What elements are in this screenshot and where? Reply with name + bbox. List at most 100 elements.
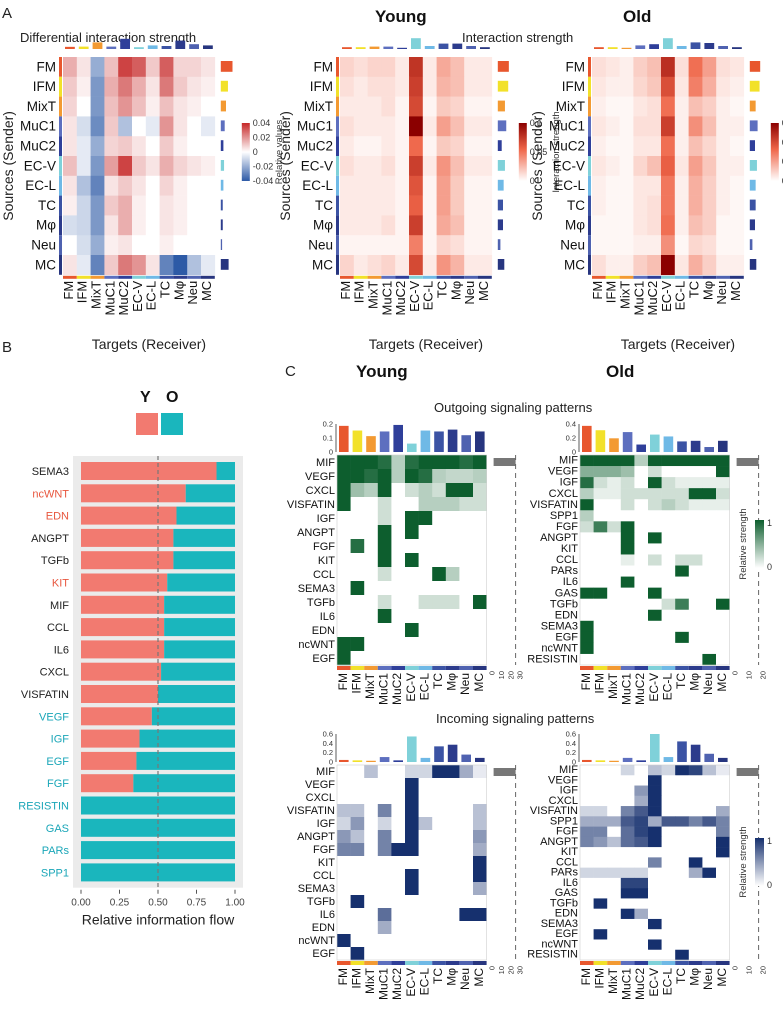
- heatmap-cell: [580, 609, 594, 622]
- heatmap-cell: [418, 623, 433, 638]
- heatmap-cell: [337, 856, 351, 870]
- heatmap-cell: [445, 817, 460, 831]
- heatmap-cell: [661, 939, 676, 951]
- heatmap-cell: [364, 567, 379, 582]
- heatmap-cell: [702, 235, 717, 256]
- top-axis-tick: 0.4: [566, 739, 576, 748]
- col-color-MuC1: [381, 275, 396, 279]
- heatmap-cell: [418, 804, 433, 818]
- heatmap-cell: [353, 156, 368, 177]
- heatmap-cell: [145, 195, 160, 216]
- heatmap-cell: [648, 857, 662, 868]
- col-color-MuC2: [634, 666, 648, 670]
- heatmap-cell: [634, 785, 649, 797]
- top-bar-IFM: [595, 430, 606, 452]
- heatmap-cell: [702, 620, 717, 633]
- heatmap-cell: [459, 778, 474, 792]
- row-label-CXCL: CXCL: [549, 488, 578, 500]
- heatmap-cell: [661, 255, 676, 276]
- heatmap-cell: [132, 76, 147, 97]
- heatmap-cell: [432, 553, 447, 568]
- category-label-FGF: FGF: [47, 778, 69, 790]
- heatmap-cell: [132, 96, 147, 117]
- heatmap-cell: [459, 908, 474, 922]
- heatmap-cell: [436, 255, 451, 276]
- heatmap-cell: [145, 57, 160, 78]
- heatmap-cell: [187, 57, 202, 78]
- heatmap-cell: [201, 96, 216, 117]
- col-color-IFM: [593, 961, 608, 965]
- heatmap-cell: [702, 116, 717, 137]
- heatmap-cell: [337, 908, 351, 922]
- heatmap-cell: [90, 175, 105, 196]
- heatmap-cell: [661, 836, 676, 848]
- heatmap-cell: [159, 136, 174, 157]
- heatmap-cell: [620, 455, 635, 467]
- heatmap-cell: [464, 136, 479, 157]
- bar-young-FGF: [81, 774, 134, 793]
- heatmap-cell: [593, 609, 608, 622]
- heatmap-cell: [337, 817, 351, 831]
- heatmap-cell: [118, 255, 133, 276]
- heatmap-cell: [620, 488, 635, 500]
- col-label-MuC2: MuC2: [633, 673, 647, 705]
- top-bar-MuC2: [636, 444, 646, 452]
- top-bar-IFM: [607, 47, 618, 49]
- col-label-Neu: Neu: [714, 281, 729, 305]
- heatmap-cell: [605, 195, 620, 216]
- heatmap-cell: [674, 156, 689, 177]
- a-old-label: Old: [623, 7, 651, 26]
- heatmap-cell: [381, 57, 396, 78]
- bar-young-VEGF: [81, 707, 152, 726]
- side-bar-FM: [220, 61, 233, 72]
- heatmap-cell: [702, 554, 717, 566]
- side-tick: 30: [516, 966, 525, 974]
- side-bar-Mφ: [749, 219, 755, 231]
- heatmap-cell: [607, 775, 622, 786]
- legend-colorbar: [770, 123, 779, 181]
- heatmap-cell: [473, 778, 487, 792]
- heatmap-cell: [445, 553, 460, 568]
- heatmap-cell: [63, 235, 78, 256]
- heatmap-cell: [702, 847, 717, 858]
- heatmap-cell: [592, 116, 607, 137]
- bar-young-ANGPT: [81, 528, 174, 547]
- col-label-IFM: IFM: [604, 281, 619, 303]
- col-color-IFM: [76, 275, 91, 279]
- heatmap-cell: [405, 869, 419, 883]
- heatmap-cell: [340, 116, 355, 137]
- heatmap-cell: [593, 826, 608, 838]
- col-color-MuC1: [620, 666, 635, 670]
- bar-young-VISFATIN: [81, 685, 158, 703]
- heatmap-cell: [634, 888, 649, 899]
- bar-young-IL6: [81, 640, 165, 659]
- heatmap-cell: [648, 510, 662, 522]
- heatmap-cell: [593, 785, 608, 797]
- heatmap-cell: [593, 477, 608, 489]
- heatmap-cell: [580, 620, 594, 633]
- heatmap-cell: [118, 175, 133, 196]
- heatmap-cell: [409, 136, 424, 157]
- heatmap-cell: [634, 847, 649, 858]
- heatmap-cell: [201, 175, 216, 196]
- col-label-EC-V: EC-V: [659, 280, 674, 311]
- heatmap-cell: [607, 510, 622, 522]
- heatmap-cell: [688, 156, 703, 177]
- heatmap-cell: [688, 857, 703, 868]
- heatmap-cell: [619, 96, 634, 117]
- col-color-MixT: [364, 666, 378, 670]
- heatmap-cell: [702, 136, 717, 157]
- heatmap-cell: [716, 857, 730, 868]
- heatmap-cell: [702, 455, 717, 467]
- heatmap-cell: [350, 595, 365, 610]
- legend-colorbar: [755, 838, 764, 886]
- heatmap-cell: [459, 765, 474, 779]
- bar-old-CXCL: [161, 662, 235, 681]
- side-total-bar: [736, 458, 759, 466]
- heatmap-cell: [409, 215, 424, 236]
- col-color-Neu: [702, 961, 716, 965]
- heatmap-cell: [592, 156, 607, 177]
- category-label-VISFATIN: VISFATIN: [21, 689, 69, 701]
- heatmap-cell: [364, 830, 379, 844]
- heatmap-cell: [473, 843, 487, 857]
